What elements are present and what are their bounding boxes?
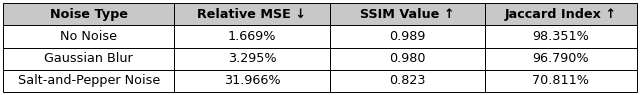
Text: SSIM Value ↑: SSIM Value ↑: [360, 8, 454, 21]
Bar: [174, 3, 330, 25]
Bar: [3, 48, 174, 70]
Bar: [330, 25, 484, 48]
Text: No Noise: No Noise: [60, 30, 117, 43]
Text: 98.351%: 98.351%: [532, 30, 589, 43]
Bar: [484, 25, 637, 48]
Text: 96.790%: 96.790%: [532, 52, 589, 65]
Bar: [484, 3, 637, 25]
Bar: [330, 70, 484, 92]
Bar: [3, 70, 174, 92]
Bar: [174, 48, 330, 70]
Text: Salt-and-Pepper Noise: Salt-and-Pepper Noise: [18, 74, 160, 87]
Bar: [174, 25, 330, 48]
Bar: [330, 48, 484, 70]
Bar: [484, 70, 637, 92]
Text: 1.669%: 1.669%: [228, 30, 276, 43]
Text: Relative MSE ↓: Relative MSE ↓: [198, 8, 307, 21]
Bar: [3, 25, 174, 48]
Bar: [484, 48, 637, 70]
Text: 70.811%: 70.811%: [532, 74, 589, 87]
Text: 31.966%: 31.966%: [223, 74, 280, 87]
Bar: [330, 3, 484, 25]
Text: 0.823: 0.823: [389, 74, 426, 87]
Bar: [174, 70, 330, 92]
Bar: [3, 3, 174, 25]
Text: Gaussian Blur: Gaussian Blur: [44, 52, 133, 65]
Text: 0.980: 0.980: [389, 52, 426, 65]
Text: 3.295%: 3.295%: [228, 52, 276, 65]
Text: Jaccard Index ↑: Jaccard Index ↑: [505, 8, 617, 21]
Text: Noise Type: Noise Type: [50, 8, 128, 21]
Text: 0.989: 0.989: [389, 30, 426, 43]
